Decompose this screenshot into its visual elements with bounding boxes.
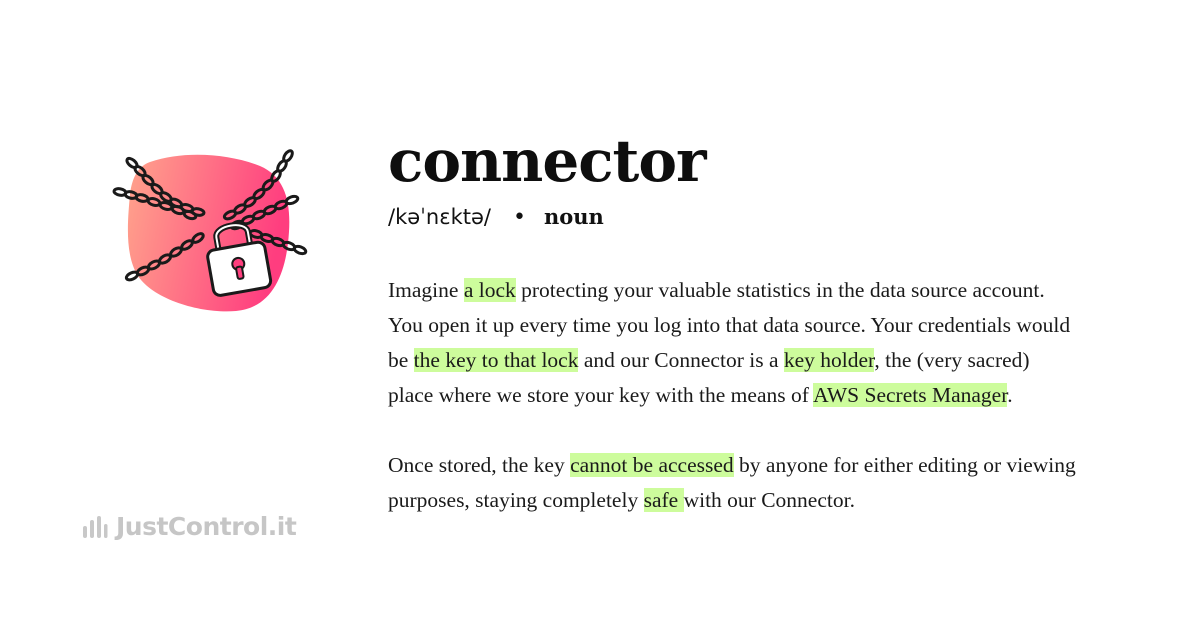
paragraph-text: protecting your valuable statistics in t… bbox=[388, 278, 1071, 372]
paragraph-text: with our Connector. bbox=[683, 488, 855, 512]
highlighted-phrase: safe bbox=[643, 488, 684, 512]
chain-left-mid bbox=[112, 187, 198, 221]
chained-padlock-illustration bbox=[110, 148, 310, 318]
highlighted-phrase: cannot be accessed bbox=[570, 453, 734, 477]
pronunciation-line: /kəˈnɛktə/ • noun bbox=[388, 204, 1078, 234]
term-heading: connector bbox=[388, 127, 707, 195]
definition-paragraph-1: Imagine a lock protecting your valuable … bbox=[388, 273, 1078, 413]
definition-paragraph-2: Once stored, the key cannot be accessed … bbox=[388, 448, 1078, 518]
padlock bbox=[206, 222, 273, 297]
chained-padlock-icon bbox=[112, 149, 308, 312]
bar-chart-logo-icon bbox=[83, 515, 108, 538]
highlighted-phrase: AWS Secrets Manager bbox=[813, 383, 1008, 407]
chain-right-bottom bbox=[248, 229, 308, 256]
chain-right-top bbox=[222, 149, 294, 221]
part-of-speech: noun bbox=[543, 204, 604, 229]
paragraph-text: . bbox=[1007, 383, 1013, 407]
paragraph-text: Imagine bbox=[388, 278, 464, 302]
paragraph-text: by anyone for either editing or viewing … bbox=[388, 453, 1076, 512]
highlighted-phrase: the key to that lock bbox=[413, 348, 579, 372]
chain-left-bottom bbox=[124, 232, 205, 282]
brand-logo[interactable]: JustControl.it bbox=[82, 512, 297, 541]
paragraph-text: , the (very sacred) place where we store… bbox=[388, 348, 1030, 407]
highlighted-phrase: a lock bbox=[463, 278, 516, 302]
paragraph-text: Once stored, the key bbox=[388, 453, 571, 477]
pronunciation: /kəˈnɛktə/ bbox=[388, 205, 491, 229]
paragraph-text: and our Connector is a bbox=[578, 348, 784, 372]
brand-name: JustControl.it bbox=[116, 512, 297, 541]
bullet-separator: • bbox=[512, 205, 526, 230]
highlighted-phrase: key holder bbox=[783, 348, 875, 372]
definition-content: connector /kəˈnɛktə/ • noun Imagine a lo… bbox=[388, 122, 1078, 518]
